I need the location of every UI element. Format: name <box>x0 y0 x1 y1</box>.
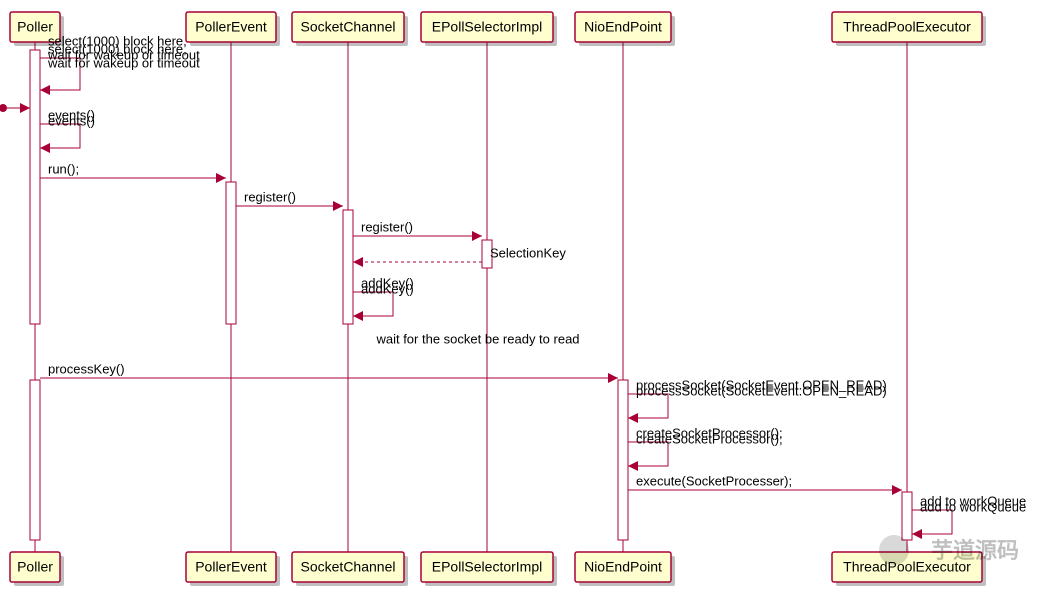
message-label: register() <box>361 219 413 234</box>
participant-label-schannel: SocketChannel <box>301 559 396 575</box>
message-label: add to workQueue <box>920 499 1026 514</box>
message-label: processKey() <box>48 361 125 376</box>
message-label: execute(SocketProcesser); <box>636 473 792 488</box>
message-label: select(1000) block here, <box>48 33 187 48</box>
message-label: createSocketProcessor(); <box>636 431 783 446</box>
participant-label-schannel: SocketChannel <box>301 19 396 35</box>
message-label: SelectionKey <box>490 245 566 260</box>
participant-label-pevent: PollerEvent <box>195 19 267 35</box>
watermark-icon <box>879 535 909 565</box>
message-label: run(); <box>48 161 79 176</box>
participant-label-nio: NioEndPoint <box>584 559 662 575</box>
message-label: events() <box>48 113 95 128</box>
participant-label-epoll: EPollSelectorImpl <box>432 559 543 575</box>
participant-label-nio: NioEndPoint <box>584 19 662 35</box>
watermark-text: 芋道源码 <box>931 533 1019 565</box>
participant-label-tpe: ThreadPoolExecutor <box>843 19 971 35</box>
message-label: register() <box>244 189 296 204</box>
participant-label-poller: Poller <box>17 559 53 575</box>
message-label: processSocket(SocketEvent.OPEN_READ) <box>636 383 887 398</box>
participant-label-pevent: PollerEvent <box>195 559 267 575</box>
message-label: wait for wakeup or timeout <box>47 47 200 62</box>
note-text: wait for the socket be ready to read <box>375 331 579 346</box>
message-label: addKey() <box>361 281 414 296</box>
participant-label-poller: Poller <box>17 19 53 35</box>
participant-label-epoll: EPollSelectorImpl <box>432 19 543 35</box>
